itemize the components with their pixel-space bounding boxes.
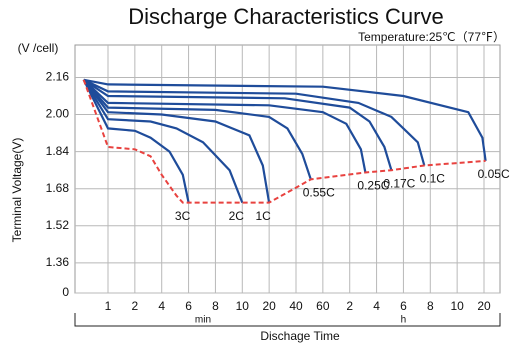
- discharge-curve: [82, 79, 367, 173]
- x-tick-label: 60: [316, 299, 330, 313]
- x-tick-label: 20: [477, 299, 491, 313]
- curve-label: 3C: [175, 209, 191, 223]
- curve-label: 0.17C: [383, 176, 415, 190]
- discharge-curve: [82, 79, 271, 203]
- discharge-curve: [83, 78, 393, 171]
- curve-label: 2C: [229, 209, 245, 223]
- curve-label: 1C: [255, 209, 271, 223]
- x-axis-label: Dischage Time: [260, 329, 340, 343]
- x-tick-label: 20: [262, 299, 276, 313]
- y-axis-label: Terminal Voltage(V): [10, 138, 24, 243]
- y-tick-label: 1.68: [46, 181, 70, 195]
- x-tick-label: 6: [400, 299, 407, 313]
- x-unit: h: [401, 315, 407, 326]
- x-tick-label: 2: [346, 299, 353, 313]
- y-tick-label: 0: [62, 285, 69, 299]
- curve-label: 0.55C: [303, 186, 335, 200]
- discharge-curve: [83, 78, 487, 162]
- y-unit: (V /cell): [18, 41, 59, 55]
- curve-label: 0.1C: [420, 172, 446, 186]
- y-tick-label: 2.00: [46, 107, 70, 121]
- discharge-curve: [82, 79, 244, 204]
- y-tick-label: 1.36: [46, 255, 70, 269]
- curve-label: 0.05C: [478, 167, 510, 181]
- end-voltage-line: [82, 79, 486, 204]
- curve-label: 0.25C: [357, 179, 389, 193]
- discharge-curve: [83, 78, 426, 166]
- x-tick-label: 10: [450, 299, 464, 313]
- y-tick-label: 2.16: [46, 70, 70, 84]
- x-tick-label: 40: [289, 299, 303, 313]
- x-bracket: [74, 313, 501, 327]
- y-tick-label: 1.52: [46, 218, 70, 232]
- x-unit: min: [195, 315, 211, 326]
- discharge-curve: [82, 79, 190, 203]
- x-tick-label: 1: [105, 299, 112, 313]
- x-tick-label: 6: [185, 299, 192, 313]
- x-tick-label: 2: [132, 299, 139, 313]
- subtitle: Temperature:25℃（77℉）: [358, 30, 505, 44]
- x-tick-label: 4: [158, 299, 165, 313]
- x-tick-label: 10: [236, 299, 250, 313]
- plot-frame: [74, 44, 501, 294]
- x-tick-label: 8: [212, 299, 219, 313]
- chart-title: Discharge Characteristics Curve: [128, 4, 443, 29]
- x-tick-label: 8: [427, 299, 434, 313]
- x-tick-label: 4: [373, 299, 380, 313]
- discharge-curve: [82, 79, 312, 180]
- y-tick-label: 1.84: [46, 144, 70, 158]
